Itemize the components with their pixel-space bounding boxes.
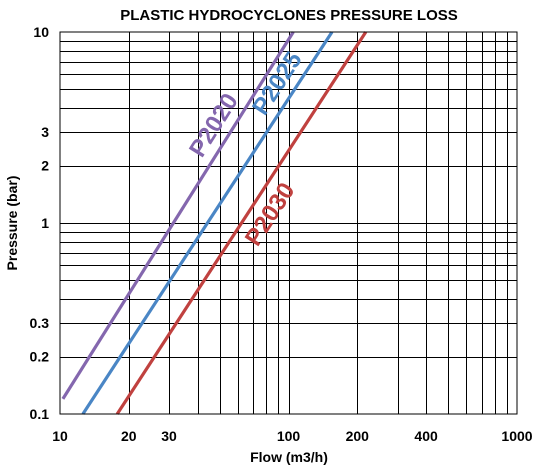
- y-tick-label: 10: [33, 24, 49, 40]
- y-tick-label: 0.1: [30, 406, 50, 422]
- series-line-p2030: [115, 31, 368, 415]
- y-tick-label: 3: [41, 124, 49, 140]
- plot-frame: [59, 31, 518, 415]
- x-tick-label: 100: [277, 428, 301, 444]
- series-line-p2025: [81, 31, 334, 415]
- x-tick-labels: 10 20 30 100 200 400 1000: [52, 428, 533, 444]
- x-axis-label: Flow (m3/h): [250, 449, 328, 465]
- x-tick-label: 200: [346, 428, 370, 444]
- x-tick-label: 1000: [501, 428, 532, 444]
- series-lines: [61, 31, 368, 415]
- x-tick-label: 20: [121, 428, 137, 444]
- x-tick-label: 30: [161, 428, 177, 444]
- x-tick-label: 10: [52, 428, 68, 444]
- y-tick-label: 1: [41, 215, 49, 231]
- y-tick-label: 0.2: [30, 349, 50, 365]
- y-tick-labels: 0.1 0.2 0.3 1 2 3 10: [30, 24, 50, 422]
- y-tick-label: 2: [41, 158, 49, 174]
- y-tick-label: 0.3: [30, 315, 50, 331]
- x-tick-label: 400: [414, 428, 438, 444]
- series-label-p2030: P2030: [240, 178, 301, 251]
- chart-title: PLASTIC HYDROCYCLONES PRESSURE LOSS: [120, 7, 458, 24]
- y-axis-label: Pressure (bar): [4, 176, 20, 271]
- series-line-p2020: [61, 31, 295, 400]
